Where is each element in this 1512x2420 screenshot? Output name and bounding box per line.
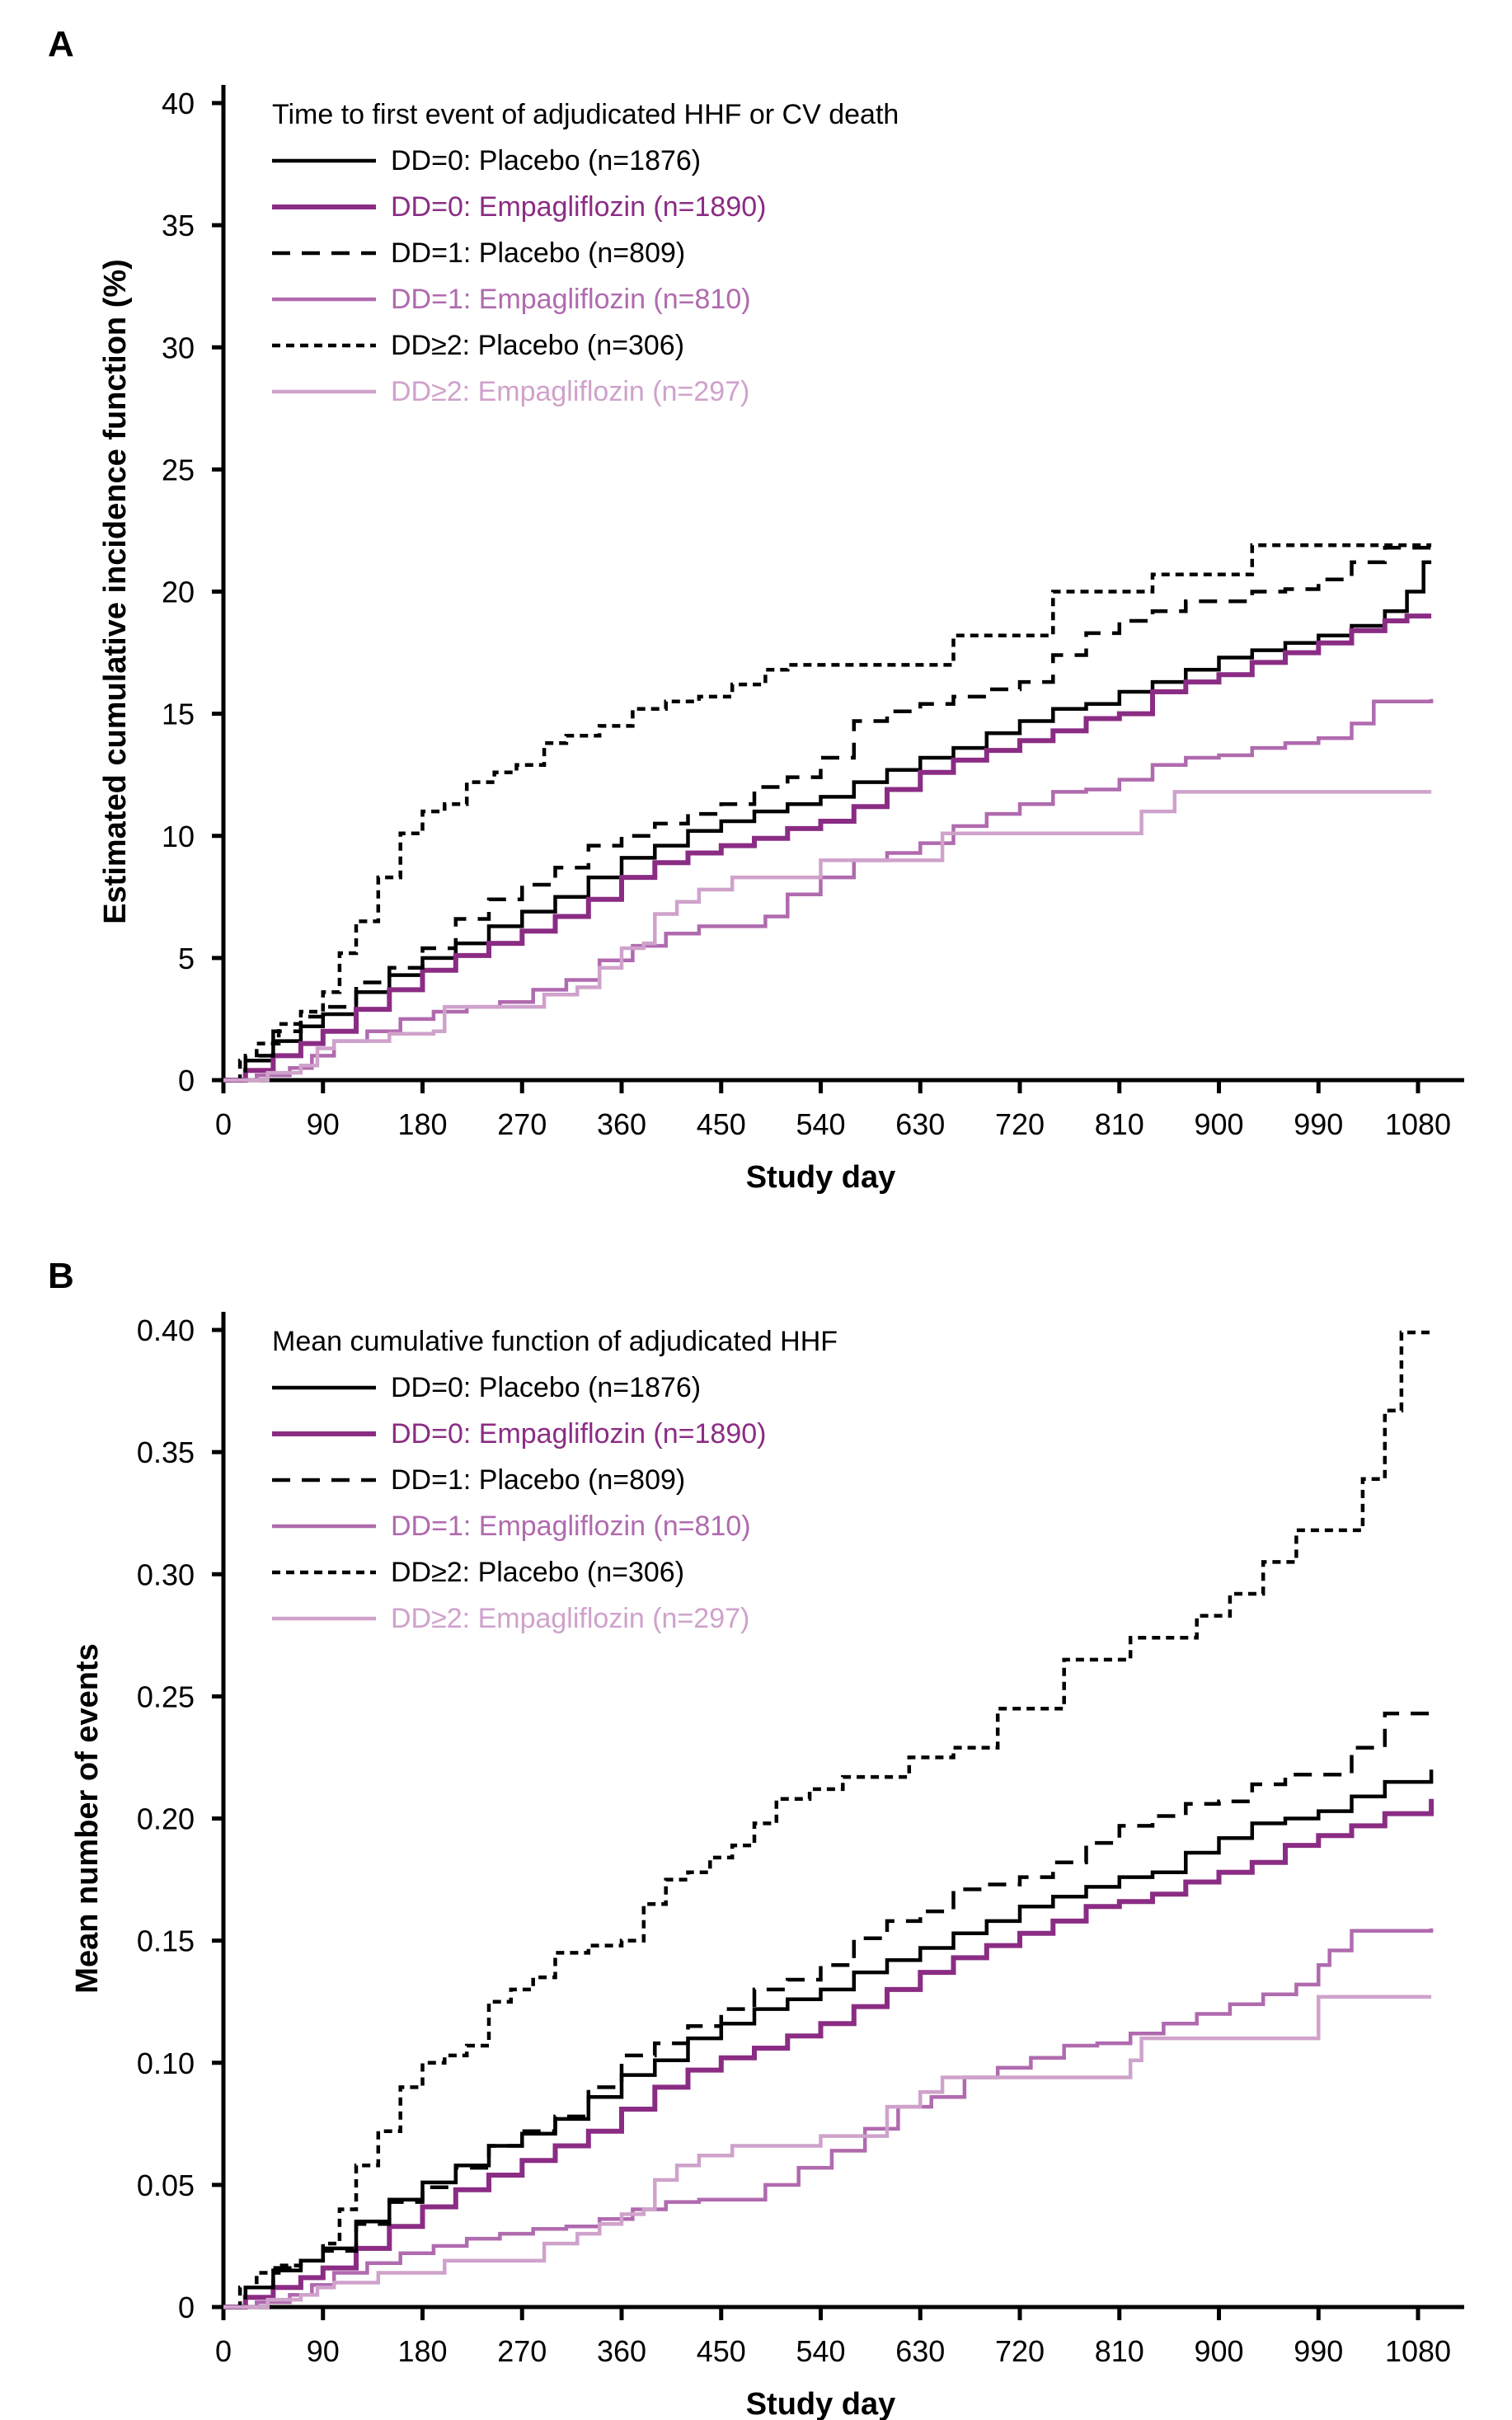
panel-b-legend-title: Mean cumulative function of adjudicated … [272,1326,838,1357]
panel-a-x-tick-label: 450 [697,1107,746,1141]
panel-b-x-tick-label: 270 [497,2334,547,2368]
panel-a-y-tick-label: 40 [162,87,195,120]
panel-b-series-4-curve [223,1928,1434,2310]
panel-a: A 0 5 10 15 20 25 30 35 40 0 90 180 270 360 450 540 630 7… [48,24,1464,1195]
panel-a-y-tick-label: 15 [162,698,195,731]
panel-a-legend-label: DD=0: Empagliflozin (n=1890) [391,191,766,223]
panel-a-x-tick-label: 90 [307,1107,340,1141]
panel-b-legend-label: DD≥2: Empagliflozin (n=297) [391,1603,749,1634]
panel-a-x-tick-label: 900 [1194,1107,1243,1141]
panel-a-x-tick-label: 360 [597,1107,646,1141]
panel-b-y-tick-label: 0.20 [137,1802,195,1836]
panel-b-legend-label: DD=0: Empagliflozin (n=1890) [391,1418,766,1450]
panel-a-y-tick-label: 5 [178,942,195,975]
panel-b: B 0 0.05 0.10 0.15 0.20 0.25 0.30 0.35 0.40 0 90 18… [48,1256,1464,2420]
panel-a-legend-label: DD=1: Placebo (n=809) [391,237,685,269]
panel-b-y-tick-label: 0 [178,2291,195,2324]
panel-a-series-4-curve [223,698,1434,1083]
panel-a-series-3-curve [223,545,1434,1083]
panel-b-series-2-curve [223,1798,1435,2310]
panel-b-legend-label: DD=1: Placebo (n=809) [391,1464,685,1496]
panel-a-x-tick-label: 270 [497,1107,547,1141]
panel-b-x-tick-label: 990 [1294,2334,1343,2368]
panel-b-series-3-curve [223,1711,1434,2310]
panel-a-x-tick-label: 720 [995,1107,1045,1141]
panel-a-y-tick-label: 30 [162,331,195,364]
panel-a-x-tick-label: 810 [1095,1107,1144,1141]
panel-a-x-tick-label: 540 [796,1107,845,1141]
panel-b-x-tick-label: 900 [1194,2334,1243,2368]
panel-b-axes: 0 0.05 0.10 0.15 0.20 0.25 0.30 0.35 0.40 0 90 180 2… [137,1312,1464,2368]
panel-b-x-tick-label: 450 [697,2334,746,2368]
panel-a-legend-label: DD=0: Placebo (n=1876) [391,145,701,176]
panel-a-y-tick-label: 20 [162,576,195,609]
panel-b-y-tick-label: 0.25 [137,1680,195,1713]
panel-a-x-tick-label: 180 [397,1107,447,1141]
panel-a-legend-title: Time to first event of adjudicated HHF o… [272,99,899,130]
panel-b-legend-label: DD=1: Empagliflozin (n=810) [391,1511,751,1542]
panel-b-y-tick-label: 0.30 [137,1558,195,1591]
panel-a-x-tick-label: 1080 [1385,1107,1451,1141]
panel-b-x-tick-label: 630 [895,2334,945,2368]
panel-a-series-2-curve [223,613,1432,1083]
panel-b-y-tick-label: 0.35 [137,1436,195,1469]
panel-a-series-5-curve [223,543,1432,1083]
panel-b-x-tick-label: 810 [1095,2334,1144,2368]
panel-a-y-tick-label: 0 [178,1064,195,1097]
panel-a-x-axis-title: Study day [746,1160,896,1195]
panel-b-legend: Mean cumulative function of adjudicated … [272,1326,838,1634]
panel-b-y-axis-title: Mean number of events [70,1643,105,1993]
panel-b-x-tick-label: 540 [796,2334,845,2368]
panel-b-y-tick-label: 0.05 [137,2169,195,2202]
panel-a-legend: Time to first event of adjudicated HHF o… [272,99,899,407]
panel-a-y-axis-title: Estimated cumulative incidence function … [98,259,133,924]
panel-b-series-5-curve [223,1330,1432,2310]
panel-b-y-tick-label: 0.15 [137,1924,195,1958]
panel-a-series-1-curve [223,560,1432,1083]
panel-a-series-6-curve [223,790,1432,1083]
panel-a-y-tick-label: 25 [162,453,195,486]
panel-a-curves [223,543,1434,1083]
panel-label-a: A [48,24,74,64]
panel-a-y-tick-label: 10 [162,820,195,853]
panel-a-legend-label: DD≥2: Placebo (n=306) [391,330,684,361]
panel-a-x-tick-label: 0 [215,1107,232,1141]
panel-a-axes: 0 5 10 15 20 25 30 35 40 0 90 180 270 360 450 540 630 720… [162,85,1464,1141]
panel-b-curves [223,1330,1435,2310]
panel-a-legend-label: DD=1: Empagliflozin (n=810) [391,284,751,315]
panel-b-x-tick-label: 1080 [1385,2334,1451,2368]
panel-b-x-axis-title: Study day [746,2387,896,2420]
panel-b-y-tick-label: 0.10 [137,2046,195,2080]
panel-label-b: B [48,1256,74,1296]
panel-b-x-tick-label: 180 [397,2334,447,2368]
panel-a-x-tick-label: 630 [895,1107,945,1141]
panel-b-x-tick-label: 90 [307,2334,340,2368]
panel-b-series-6-curve [223,1995,1432,2310]
panel-a-x-tick-label: 990 [1294,1107,1343,1141]
panel-a-legend-label: DD≥2: Empagliflozin (n=297) [391,376,749,407]
panel-b-y-tick-label: 0.40 [137,1313,195,1347]
panel-b-series-1-curve [223,1769,1434,2310]
panel-b-legend-label: DD≥2: Placebo (n=306) [391,1557,684,1588]
panel-b-x-tick-label: 720 [995,2334,1045,2368]
panel-b-x-tick-label: 0 [215,2334,232,2368]
panel-b-x-tick-label: 360 [597,2334,646,2368]
panel-a-y-tick-label: 35 [162,209,195,242]
panel-b-legend-label: DD=0: Placebo (n=1876) [391,1372,701,1403]
